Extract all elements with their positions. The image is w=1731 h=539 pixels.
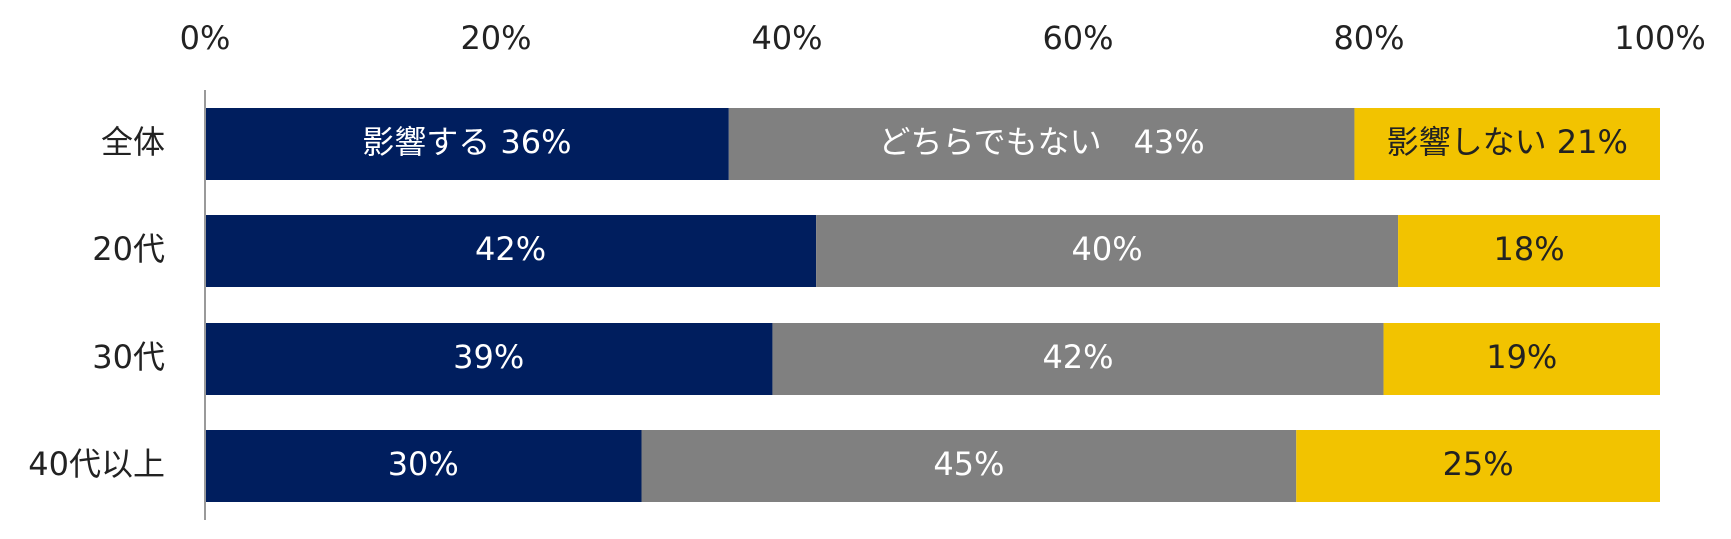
bar-data-label: 影響しない 21% [1387,123,1628,161]
bar-data-label: どちらでもない 43% [879,123,1205,161]
bar-data-label: 45% [933,445,1004,483]
x-tick-label: 60% [1042,19,1113,57]
bar-segment [205,323,773,395]
x-tick-label: 80% [1333,19,1404,57]
x-tick-label: 20% [460,19,531,57]
bar-data-label: 40% [1072,230,1143,268]
bar-segment [205,430,642,502]
bar-segment [205,108,729,180]
x-tick-label: 40% [751,19,822,57]
bar-data-label: 18% [1493,230,1564,268]
bar-data-label: 25% [1443,445,1514,483]
bar-data-label: 42% [475,230,546,268]
bar-segment [1383,323,1660,395]
category-labels: 全体 20代 30代 40代以上 [28,123,165,483]
bar-segment [1398,215,1660,287]
bar-data-label: 39% [453,338,524,376]
bar-segment [772,323,1384,395]
bar-data-label: 42% [1042,338,1113,376]
bar-segment [205,215,817,287]
category-label: 40代以上 [28,445,165,483]
bar-data-label: 30% [388,445,459,483]
bars: 影響する 36% どちらでもない 43% 影響しない 21% 42% 40% 18% 39%… [205,108,1660,502]
bar-data-label: 19% [1486,338,1557,376]
x-axis-tick-labels: 0% 20% 40% 60% 80% 100% [180,19,1706,57]
category-label: 20代 [92,230,165,268]
bar-segment [641,430,1297,502]
x-tick-label: 0% [180,19,231,57]
category-label: 30代 [92,338,165,376]
bar-segment [1354,108,1660,180]
bar-data-label: 影響する 36% [362,123,571,161]
bar-segment [816,215,1399,287]
bar-segment [1296,430,1660,502]
category-label: 全体 [101,123,165,161]
x-tick-label: 100% [1614,19,1705,57]
bar-segment [728,108,1355,180]
